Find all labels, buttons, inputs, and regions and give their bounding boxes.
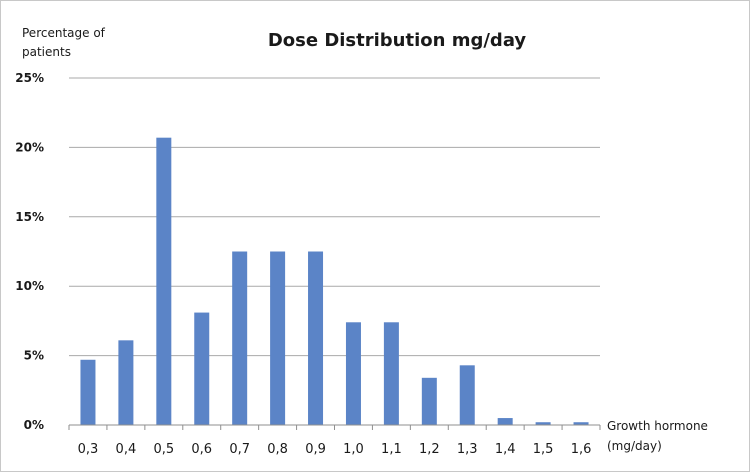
bar xyxy=(232,251,248,425)
bar xyxy=(497,418,513,425)
x-tick-label: 0,3 xyxy=(78,442,99,457)
x-tick-label: 0,9 xyxy=(305,442,326,457)
chart-title: Dose Distribution mg/day xyxy=(268,30,527,51)
bar xyxy=(535,422,551,425)
y-axis-label-line-2: patients xyxy=(22,45,71,59)
x-tick-label: 1,5 xyxy=(533,442,554,457)
bar xyxy=(308,251,324,425)
x-tick-labels: 0,3 0,4 0,5 0,6 0,7 0,8 0,9 1,0 1,1 1,2 1,3 1,4 1,5 1… xyxy=(78,442,592,457)
x-tick-label: 0,4 xyxy=(116,442,137,457)
bar xyxy=(156,137,172,425)
y-tick-label: 20% xyxy=(15,140,44,154)
bar xyxy=(459,365,475,425)
y-tick-label: 25% xyxy=(15,71,44,85)
x-tick-label: 1,3 xyxy=(457,442,478,457)
x-tick-label: 0,7 xyxy=(229,442,250,457)
y-tick-label: 10% xyxy=(15,279,44,293)
y-tick-labels: 0% 5% 10% 15% 20% 25% xyxy=(15,71,44,432)
x-tick-label: 1,1 xyxy=(381,442,402,457)
bar xyxy=(383,322,399,425)
x-axis xyxy=(68,424,601,430)
x-tick-label: 0,8 xyxy=(267,442,288,457)
bar xyxy=(80,359,96,425)
y-tick-label: 5% xyxy=(24,349,44,363)
y-axis-label-line-1: Percentage of xyxy=(22,26,106,40)
x-tick-label: 0,5 xyxy=(153,442,174,457)
bar xyxy=(118,340,134,425)
x-tick-label: 0,6 xyxy=(191,442,212,457)
x-tick-label: 1,2 xyxy=(419,442,440,457)
x-axis-label-line-2: (mg/day) xyxy=(607,439,662,453)
x-tick-label: 1,0 xyxy=(343,442,364,457)
bars xyxy=(80,137,589,425)
x-tick-label: 1,6 xyxy=(571,442,592,457)
gridlines xyxy=(69,77,600,357)
x-tick-label: 1,4 xyxy=(495,442,516,457)
bar xyxy=(421,377,437,425)
bar xyxy=(270,251,286,425)
y-tick-label: 0% xyxy=(24,418,44,432)
bar xyxy=(194,312,210,425)
bar xyxy=(573,422,589,425)
x-axis-label-line-1: Growth hormone xyxy=(607,419,708,433)
bar xyxy=(345,322,361,425)
y-tick-label: 15% xyxy=(15,210,44,224)
